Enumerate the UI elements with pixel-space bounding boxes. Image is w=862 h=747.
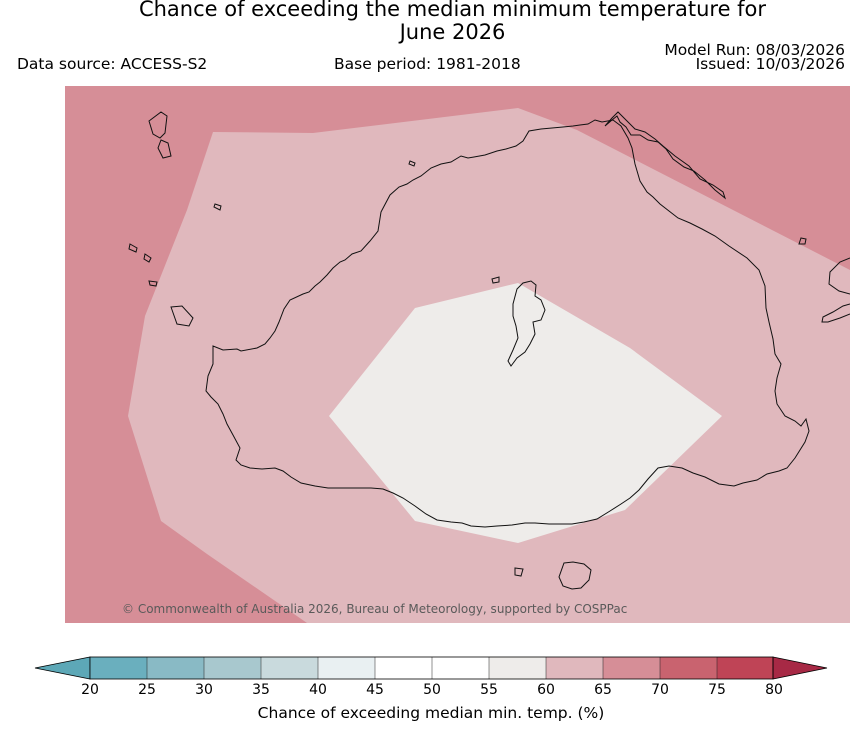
colorbar-tick-label: 60 xyxy=(537,682,555,698)
colorbar-tick-label: 70 xyxy=(651,682,669,698)
chart-title: Chance of exceeding the median minimum t… xyxy=(0,0,862,44)
colorbar-bin xyxy=(717,657,774,679)
title-line-2: June 2026 xyxy=(399,20,506,44)
colorbar-bin xyxy=(546,657,603,679)
cape-york-peninsula xyxy=(507,280,546,367)
colorbar-tick-label: 35 xyxy=(252,682,270,698)
colorbar-tick-label: 50 xyxy=(423,682,441,698)
colorbar-over-arrow xyxy=(772,656,828,680)
colorbar-tick-label: 30 xyxy=(195,682,213,698)
islands-north xyxy=(213,160,524,577)
model-run-label: Model Run: 08/03/2026 xyxy=(664,41,845,59)
colorbar-bin xyxy=(147,657,204,679)
colorbar xyxy=(30,650,832,688)
new-zealand-coastline xyxy=(821,257,850,323)
colorbar-bin xyxy=(318,657,375,679)
copyright-notice: © Commonwealth of Australia 2026, Bureau… xyxy=(122,602,628,616)
colorbar-bin xyxy=(261,657,318,679)
issued-label: Issued: 10/03/2026 xyxy=(695,55,845,73)
base-period-label: Base period: 1981-2018 xyxy=(334,55,521,73)
colorbar-tick-label: 25 xyxy=(138,682,156,698)
colorbar-under-arrow xyxy=(34,656,91,680)
zone-inner xyxy=(329,283,722,543)
colorbar-tick-label: 20 xyxy=(81,682,99,698)
colorbar-label: Chance of exceeding median min. temp. (%… xyxy=(257,704,605,722)
forecast-map[interactable] xyxy=(65,86,850,623)
colorbar-tick-label: 75 xyxy=(708,682,726,698)
colorbar-tick-label: 45 xyxy=(366,682,384,698)
tasmania-coastline xyxy=(558,561,592,590)
data-source-label: Data source: ACCESS-S2 xyxy=(17,55,208,73)
colorbar-tick-label: 55 xyxy=(480,682,498,698)
colorbar-tick-label: 65 xyxy=(594,682,612,698)
colorbar-bin xyxy=(90,657,147,679)
islands-west xyxy=(128,111,194,327)
colorbar-tick-label: 80 xyxy=(765,682,783,698)
colorbar-bin xyxy=(603,657,660,679)
colorbar-bin xyxy=(204,657,261,679)
colorbar-bin xyxy=(660,657,717,679)
new-guinea-coastline xyxy=(604,111,727,200)
australia-coastline xyxy=(205,119,810,528)
colorbar-bin xyxy=(375,657,432,679)
colorbar-bin xyxy=(489,657,546,679)
title-line-1: Chance of exceeding the median minimum t… xyxy=(138,0,767,21)
colorbar-outline xyxy=(89,656,774,680)
lord-howe-island xyxy=(798,237,807,245)
colorbar-tick-label: 40 xyxy=(309,682,327,698)
colorbar-bin xyxy=(432,657,489,679)
